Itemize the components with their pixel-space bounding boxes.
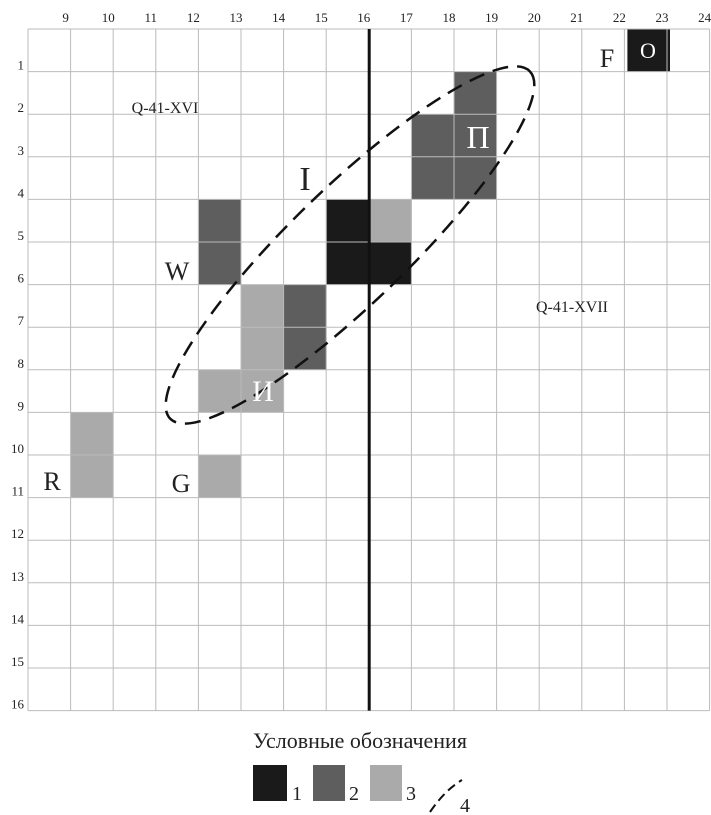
row-label: 5 bbox=[18, 228, 25, 243]
row-label: 3 bbox=[18, 143, 25, 158]
legend-title: Условные обозначения bbox=[253, 728, 467, 753]
cell-black bbox=[627, 29, 670, 72]
row-label: 7 bbox=[18, 313, 25, 328]
letter: G bbox=[172, 469, 191, 498]
legend-label: 1 bbox=[292, 783, 302, 805]
legend-label: 3 bbox=[406, 783, 416, 805]
letter: I bbox=[299, 161, 310, 198]
row-label: 1 bbox=[18, 58, 25, 73]
legend-dash bbox=[429, 779, 463, 813]
row-label: 6 bbox=[18, 271, 25, 286]
legend-label: 4 bbox=[460, 795, 470, 815]
grid-lines bbox=[27, 28, 711, 712]
row-label: 9 bbox=[18, 398, 25, 413]
row-label: 12 bbox=[11, 526, 24, 541]
col-label: 20 bbox=[528, 10, 541, 25]
cells bbox=[70, 29, 670, 498]
row-label: 8 bbox=[18, 356, 25, 371]
col-label: 17 bbox=[400, 10, 414, 25]
letter: F bbox=[600, 44, 614, 73]
col-label: 19 bbox=[485, 10, 498, 25]
col-label: 12 bbox=[187, 10, 200, 25]
col-label: 11 bbox=[145, 10, 158, 25]
col-label: 18 bbox=[443, 10, 456, 25]
dashed-outline bbox=[164, 65, 536, 425]
cell-light bbox=[198, 455, 242, 498]
col-label: 24 bbox=[698, 10, 711, 25]
cell-light bbox=[369, 199, 412, 242]
col-label: 13 bbox=[230, 10, 243, 25]
col-label: 22 bbox=[613, 10, 626, 25]
col-label: 21 bbox=[570, 10, 583, 25]
cell-dark bbox=[454, 71, 497, 200]
row-label: 4 bbox=[18, 185, 25, 200]
legend-swatch bbox=[253, 765, 287, 801]
legend-label: 2 bbox=[349, 783, 359, 805]
row-label: 15 bbox=[11, 654, 24, 669]
legend-swatch bbox=[313, 765, 345, 801]
row-label: 16 bbox=[11, 697, 25, 712]
row-label: 14 bbox=[11, 611, 25, 626]
row-label: 11 bbox=[11, 484, 24, 499]
col-label: 16 bbox=[357, 10, 371, 25]
cell-black bbox=[369, 242, 412, 285]
grid: 9 10 11 12 13 14 15 16 17 18 19 20 21 22 23 24123456789… bbox=[11, 10, 711, 712]
col-label: 23 bbox=[656, 10, 669, 25]
letter: П bbox=[466, 119, 489, 155]
cell-light bbox=[198, 369, 242, 413]
letter: O bbox=[640, 38, 656, 63]
sheet-label: Q-41-XVII bbox=[536, 299, 608, 316]
col-label: 14 bbox=[272, 10, 286, 25]
letter: R bbox=[43, 467, 61, 496]
sheet-label: Q-41-XVI bbox=[132, 100, 199, 117]
row-label: 2 bbox=[18, 100, 25, 115]
col-label: 9 bbox=[62, 10, 69, 25]
row-label: 13 bbox=[11, 569, 24, 584]
letter: W bbox=[165, 257, 190, 286]
legend-swatch bbox=[370, 765, 402, 801]
col-label: 10 bbox=[102, 10, 115, 25]
row-label: 10 bbox=[11, 441, 24, 456]
col-label: 15 bbox=[315, 10, 328, 25]
letter: И bbox=[252, 375, 274, 408]
